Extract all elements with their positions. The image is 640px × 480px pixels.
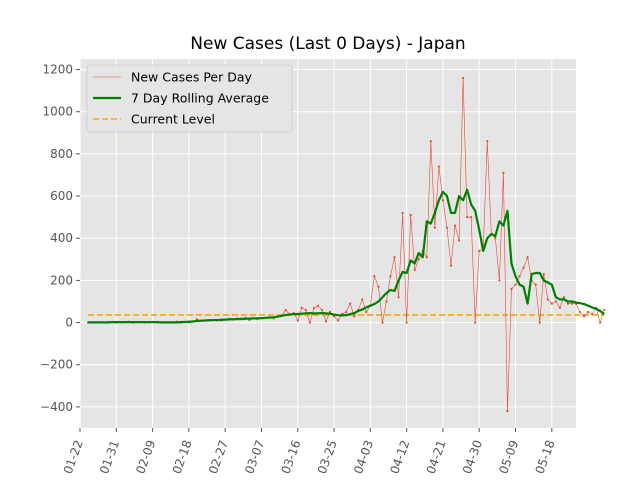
x-tick-label: 01-31	[97, 438, 122, 476]
point-new-cases	[550, 302, 553, 305]
point-new-cases	[558, 306, 561, 309]
y-tick-label: −400	[40, 400, 73, 414]
x-tick-label: 04-30	[460, 438, 485, 476]
point-new-cases	[554, 300, 557, 303]
point-new-cases	[461, 76, 465, 80]
point-new-cases	[502, 171, 505, 174]
point-new-cases	[385, 300, 388, 303]
legend-label: 7 Day Rolling Average	[131, 91, 269, 106]
point-new-cases	[417, 258, 420, 261]
x-tick-label: 02-18	[170, 438, 195, 476]
point-new-cases	[365, 310, 368, 314]
point-new-cases	[578, 310, 582, 314]
point-new-cases	[373, 275, 376, 278]
point-new-cases	[522, 266, 525, 269]
point-new-cases	[361, 298, 364, 301]
y-tick-label: 0	[65, 316, 73, 330]
point-new-cases	[478, 249, 481, 252]
x-tick-label: 04-03	[351, 438, 376, 476]
point-new-cases	[445, 226, 449, 229]
point-new-cases	[457, 239, 461, 242]
y-tick-label: 400	[50, 231, 73, 245]
point-new-cases	[429, 140, 432, 143]
x-tick-label: 02-09	[133, 438, 158, 476]
point-new-cases	[409, 213, 412, 217]
point-new-cases	[591, 313, 594, 316]
legend-label: Current Level	[131, 112, 215, 127]
point-new-cases	[300, 306, 303, 309]
point-new-cases	[538, 321, 541, 324]
point-new-cases	[401, 211, 404, 215]
point-new-cases	[586, 310, 590, 314]
point-new-cases	[425, 256, 428, 259]
point-new-cases	[405, 321, 408, 324]
point-new-cases	[336, 319, 340, 322]
y-tick-label: 600	[50, 189, 73, 203]
point-new-cases	[582, 315, 586, 318]
point-new-cases	[296, 319, 299, 322]
point-new-cases	[566, 302, 570, 305]
point-new-cases	[534, 283, 537, 286]
point-new-cases	[526, 256, 529, 259]
point-new-cases	[562, 296, 566, 299]
legend-box	[86, 64, 293, 133]
point-new-cases	[518, 275, 521, 278]
series-layer	[86, 76, 606, 413]
point-new-cases	[377, 285, 380, 288]
point-new-cases	[437, 165, 440, 168]
point-new-cases	[514, 283, 517, 286]
point-new-cases	[389, 275, 392, 278]
point-new-cases	[510, 287, 513, 290]
point-new-cases	[449, 264, 453, 267]
point-new-cases	[546, 298, 549, 301]
point-new-cases	[397, 296, 400, 299]
chart-title: New Cases (Last 0 Days) - Japan	[190, 34, 465, 54]
point-new-cases	[441, 199, 445, 202]
point-new-cases	[433, 226, 436, 229]
point-new-cases	[381, 321, 384, 324]
point-new-cases	[603, 308, 606, 312]
series-rolling-average-line	[88, 188, 605, 324]
x-tick-label: 04-12	[387, 438, 412, 476]
point-new-cases	[393, 256, 396, 259]
point-new-cases	[599, 321, 602, 324]
y-tick-label: 200	[50, 273, 73, 287]
x-tick-label: 03-25	[315, 438, 340, 476]
point-new-cases	[542, 272, 545, 276]
y-tick-label: 800	[50, 147, 73, 161]
point-new-cases	[570, 302, 574, 305]
point-new-cases	[498, 279, 501, 282]
x-tick-label: 04-21	[424, 438, 449, 476]
x-tick-label: 02-27	[206, 438, 231, 476]
x-tick-label: 05-18	[533, 438, 558, 476]
x-tick-label: 05-09	[496, 438, 521, 476]
x-tick-label: 03-07	[242, 438, 267, 476]
point-new-cases	[304, 308, 307, 312]
y-tick-label: −200	[40, 358, 73, 372]
point-new-cases	[349, 302, 352, 305]
point-new-cases	[466, 216, 469, 219]
point-new-cases	[486, 140, 489, 143]
y-tick-label: 1200	[42, 63, 73, 77]
point-new-cases	[320, 308, 324, 312]
point-new-cases	[474, 321, 477, 324]
point-new-cases	[308, 321, 311, 324]
point-new-cases	[324, 320, 328, 323]
y-tick-label: 1000	[42, 105, 73, 119]
point-new-cases	[506, 410, 509, 413]
legend-label: New Cases Per Day	[131, 70, 252, 85]
x-tick-label: 03-16	[278, 438, 303, 476]
point-new-cases	[345, 310, 348, 314]
point-new-cases	[316, 304, 320, 307]
x-tick-label: 01-22	[61, 438, 86, 476]
point-new-cases	[494, 237, 497, 240]
point-new-cases	[353, 315, 356, 318]
point-new-cases	[312, 307, 315, 310]
point-new-cases	[453, 224, 457, 227]
point-new-cases	[413, 268, 416, 271]
legend: New Cases Per Day 7 Day Rolling Average Cu…	[86, 64, 293, 133]
point-new-cases	[284, 309, 287, 312]
point-new-cases	[470, 216, 473, 219]
